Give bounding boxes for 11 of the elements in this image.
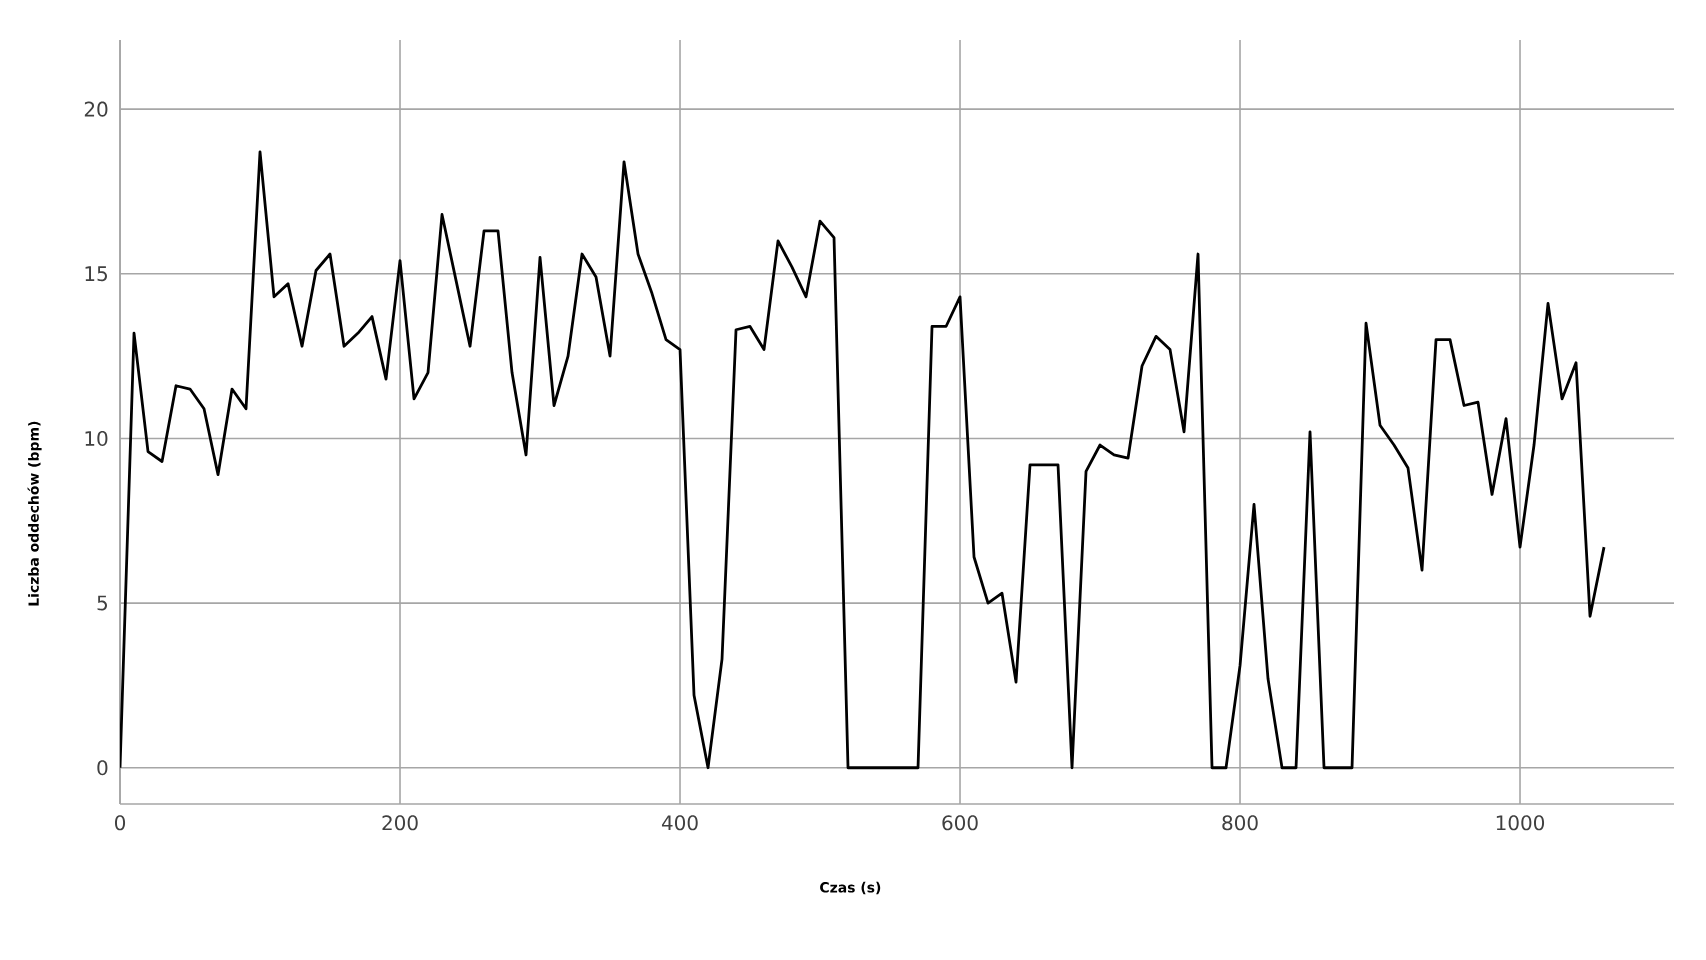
x-tick-label: 1000: [1496, 815, 1545, 831]
y-tick-label: 10: [85, 430, 108, 446]
y-tick-label: 0: [97, 760, 108, 776]
y-tick-label: 20: [84, 101, 108, 117]
x-tick-label: 800: [1222, 815, 1258, 831]
x-tick-label: 200: [382, 815, 418, 831]
x-tick-label: 600: [942, 815, 978, 831]
y-tick-label: 15: [85, 266, 107, 282]
x-tick-label: 400: [661, 815, 698, 831]
y-tick-label: 5: [97, 595, 107, 611]
x-tick-label: 0: [114, 815, 126, 831]
